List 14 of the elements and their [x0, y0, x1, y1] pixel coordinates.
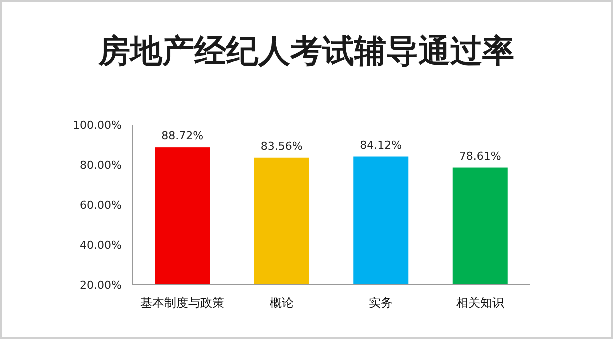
x-tick-label: 概论 — [270, 296, 294, 310]
y-tick-label: 40.00% — [80, 239, 122, 252]
data-label: 78.61% — [459, 150, 502, 163]
x-tick-label: 相关知识 — [456, 296, 504, 310]
y-tick-label: 20.00% — [80, 279, 122, 292]
y-tick-label: 60.00% — [80, 199, 122, 212]
data-label: 88.72% — [162, 130, 204, 143]
x-tick-label: 基本制度与政策 — [140, 296, 225, 310]
y-tick-label: 100.00% — [73, 119, 122, 132]
y-tick-label: 80.00% — [80, 159, 122, 172]
data-label: 83.56% — [260, 140, 303, 153]
x-tick-label: 实务 — [369, 296, 394, 310]
data-label: 84.12% — [360, 138, 402, 152]
chart-title: 房地产经纪人考试辅导通过率 — [98, 32, 514, 70]
